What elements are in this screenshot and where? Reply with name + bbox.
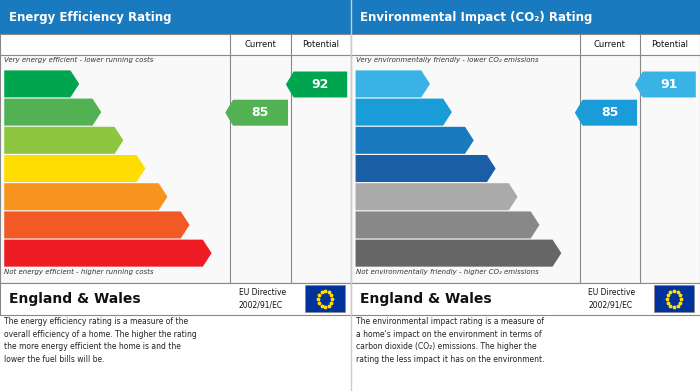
Polygon shape <box>4 155 146 182</box>
Text: A: A <box>412 79 421 88</box>
Text: G: G <box>193 249 202 258</box>
Polygon shape <box>4 240 211 267</box>
Bar <box>0 0 351 34</box>
Polygon shape <box>356 155 496 182</box>
Text: F: F <box>173 221 180 230</box>
Text: (1-20): (1-20) <box>8 251 27 256</box>
Text: Very environmentally friendly - lower CO₂ emissions: Very environmentally friendly - lower CO… <box>356 57 538 63</box>
Text: Potential: Potential <box>302 40 340 49</box>
Text: EU Directive
2002/91/EC: EU Directive 2002/91/EC <box>239 288 286 309</box>
Text: (39-54): (39-54) <box>359 194 382 199</box>
Text: Current: Current <box>244 40 276 49</box>
Text: F: F <box>523 221 530 230</box>
Polygon shape <box>356 127 474 154</box>
Text: England & Wales: England & Wales <box>9 292 141 306</box>
Text: The environmental impact rating is a measure of
a home's impact on the environme: The environmental impact rating is a mea… <box>356 317 544 364</box>
Polygon shape <box>635 72 696 97</box>
Polygon shape <box>4 99 101 126</box>
Text: G: G <box>543 249 552 258</box>
Text: (81-91): (81-91) <box>359 109 382 115</box>
Text: D: D <box>477 164 486 173</box>
Text: 92: 92 <box>312 78 329 91</box>
Polygon shape <box>356 240 561 267</box>
Text: (69-80): (69-80) <box>8 138 30 143</box>
Text: 85: 85 <box>601 106 618 119</box>
Polygon shape <box>356 183 517 210</box>
Text: (55-68): (55-68) <box>8 166 30 171</box>
Text: C: C <box>456 136 464 145</box>
Bar <box>305 285 345 312</box>
Polygon shape <box>4 183 167 210</box>
Bar <box>0 34 351 283</box>
Text: Environmental Impact (CO₂) Rating: Environmental Impact (CO₂) Rating <box>360 11 592 24</box>
Text: E: E <box>500 192 508 201</box>
Text: EU Directive
2002/91/EC: EU Directive 2002/91/EC <box>589 288 636 309</box>
Text: Current: Current <box>594 40 626 49</box>
Bar <box>351 34 700 283</box>
Bar <box>0 34 351 55</box>
Bar <box>654 285 694 312</box>
Bar <box>351 283 700 315</box>
Text: B: B <box>433 108 442 117</box>
Bar <box>351 34 700 55</box>
Text: 85: 85 <box>251 106 269 119</box>
Polygon shape <box>286 72 347 97</box>
Bar <box>0 283 351 315</box>
Polygon shape <box>4 212 190 239</box>
Bar <box>351 0 700 34</box>
Text: Not energy efficient - higher running costs: Not energy efficient - higher running co… <box>4 269 154 275</box>
Text: D: D <box>127 164 136 173</box>
Text: 91: 91 <box>660 78 678 91</box>
Text: The energy efficiency rating is a measure of the
overall efficiency of a home. T: The energy efficiency rating is a measur… <box>4 317 197 364</box>
Polygon shape <box>225 100 288 126</box>
Text: (1-20): (1-20) <box>359 251 378 256</box>
Text: (21-38): (21-38) <box>8 222 31 228</box>
Text: (39-54): (39-54) <box>8 194 31 199</box>
Polygon shape <box>4 127 123 154</box>
Text: B: B <box>83 108 92 117</box>
Polygon shape <box>356 70 430 97</box>
Text: England & Wales: England & Wales <box>360 292 491 306</box>
Text: E: E <box>150 192 158 201</box>
Polygon shape <box>356 212 540 239</box>
Text: Not environmentally friendly - higher CO₂ emissions: Not environmentally friendly - higher CO… <box>356 269 538 275</box>
Text: (69-80): (69-80) <box>359 138 382 143</box>
Polygon shape <box>356 99 452 126</box>
Text: Potential: Potential <box>652 40 688 49</box>
Text: (21-38): (21-38) <box>359 222 382 228</box>
Text: Very energy efficient - lower running costs: Very energy efficient - lower running co… <box>4 57 153 63</box>
Text: (92-100): (92-100) <box>359 81 386 86</box>
Text: (55-68): (55-68) <box>359 166 382 171</box>
Text: (81-91): (81-91) <box>8 109 30 115</box>
Text: A: A <box>62 79 70 88</box>
Text: Energy Efficiency Rating: Energy Efficiency Rating <box>9 11 171 24</box>
Polygon shape <box>575 100 637 126</box>
Polygon shape <box>4 70 79 97</box>
Text: (92-100): (92-100) <box>8 81 34 86</box>
Text: C: C <box>106 136 114 145</box>
